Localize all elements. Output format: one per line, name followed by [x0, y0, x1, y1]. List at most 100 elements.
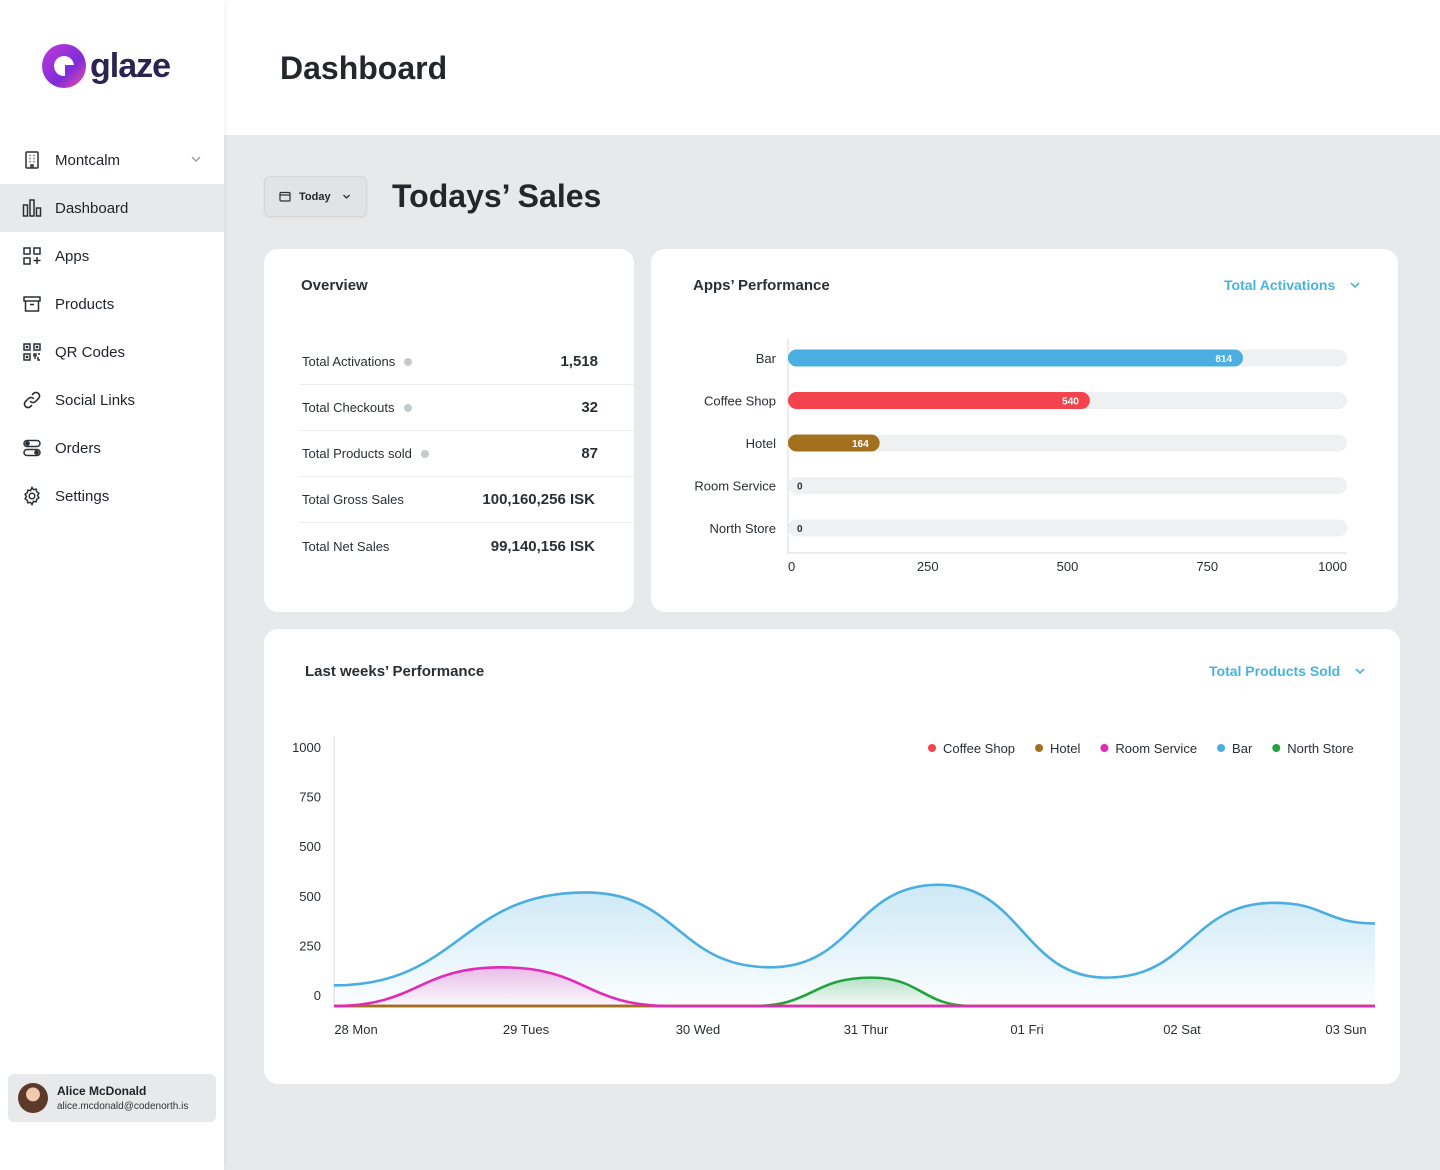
- weekly-performance-title: Last weeks’ Performance: [305, 663, 485, 680]
- area-fill-room-service: [334, 967, 1375, 1006]
- weekly-metric-label: Total Products Sold: [1209, 663, 1341, 679]
- overview-row-total-products-sold: Total Products sold 87: [300, 431, 634, 477]
- apps-performance-card: Apps’ Performance Total Activations Bar 8…: [651, 249, 1398, 612]
- legend-marker: [1217, 744, 1226, 752]
- overview-card: Overview Total Activations 1,518 Total C…: [264, 249, 634, 612]
- x-tick-label: 29 Tues: [503, 1022, 550, 1037]
- legend-item-north-store: North Store: [1272, 741, 1354, 756]
- bar-hotel: [788, 434, 880, 452]
- sidebar-item-dashboard[interactable]: Dashboard: [0, 184, 224, 232]
- bar-chart-icon: [22, 198, 42, 218]
- date-range-dropdown[interactable]: Today: [264, 176, 367, 217]
- y-tick-label: 1000: [292, 740, 321, 755]
- x-tick-label: 250: [917, 559, 939, 574]
- sidebar: glaze Montcalm Dashboard Apps Pr: [0, 0, 224, 1170]
- x-tick-label: 30 Wed: [676, 1022, 721, 1037]
- section-title: Todays’ Sales: [392, 178, 602, 214]
- legend-label: Coffee Shop: [943, 741, 1015, 756]
- x-tick-label: 31 Thur: [844, 1022, 889, 1037]
- chevron-down-icon: [191, 156, 201, 162]
- x-tick-label: 02 Sat: [1163, 1022, 1201, 1037]
- overview-row-value: 87: [581, 445, 598, 462]
- link-icon: [22, 390, 42, 410]
- overview-row-label: Total Activations: [302, 354, 396, 369]
- area-fill-north-store: [334, 977, 1375, 1006]
- overview-row-total-activations: Total Activations 1,518: [300, 339, 634, 385]
- glaze-logo-icon: [42, 44, 86, 88]
- sidebar-item-social-links[interactable]: Social Links: [0, 376, 224, 424]
- info-icon[interactable]: [403, 403, 412, 412]
- sidebar-nav: Montcalm Dashboard Apps Products: [0, 136, 224, 520]
- y-tick-label: 500: [299, 889, 321, 904]
- legend-marker: [1272, 744, 1281, 752]
- x-tick-label: 1000: [1318, 559, 1347, 574]
- x-tick-label: 500: [1057, 559, 1079, 574]
- legend-label: North Store: [1287, 741, 1353, 756]
- legend-label: Hotel: [1050, 741, 1080, 756]
- legend-marker: [928, 744, 936, 752]
- legend-label: Bar: [1232, 741, 1253, 756]
- apps-metric-label: Total Activations: [1224, 277, 1336, 293]
- info-icon[interactable]: [404, 357, 413, 366]
- calendar-icon: [279, 191, 291, 202]
- legend-item-room-service: Room Service: [1100, 741, 1197, 756]
- toggles-icon: [22, 438, 42, 458]
- sidebar-item-label: Apps: [55, 247, 90, 265]
- x-tick-label: 01 Fri: [1010, 1022, 1043, 1037]
- bar-track-room-service: [788, 477, 1347, 494]
- page-title: Dashboard: [280, 50, 448, 86]
- category-label-bar: Bar: [756, 351, 777, 366]
- overview-row-value: 32: [581, 399, 598, 416]
- sidebar-item-settings[interactable]: Settings: [0, 472, 224, 520]
- sidebar-item-label: QR Codes: [55, 343, 126, 361]
- sidebar-item-apps[interactable]: Apps: [0, 232, 224, 280]
- legend-label: Room Service: [1115, 741, 1197, 756]
- sidebar-item-qr-codes[interactable]: QR Codes: [0, 328, 224, 376]
- info-icon[interactable]: [420, 449, 429, 458]
- user-profile-card[interactable]: Alice McDonald alice.mcdonald@codenorth.…: [8, 1074, 216, 1122]
- user-email: alice.mcdonald@codenorth.is: [57, 1101, 189, 1112]
- venue-selector[interactable]: Montcalm: [0, 136, 224, 184]
- bar-value-label-hotel: 164: [852, 439, 869, 450]
- chevron-down-icon: [342, 194, 350, 199]
- sidebar-item-label: Products: [55, 295, 115, 313]
- avatar: [18, 1083, 48, 1113]
- bar-value-label-room-service: 0: [797, 482, 803, 493]
- overview-row-value: 99,140,156 ISK: [490, 537, 595, 555]
- legend-item-hotel: Hotel: [1035, 741, 1081, 756]
- category-label-north-store: North Store: [710, 521, 776, 536]
- category-label-coffee-shop: Coffee Shop: [704, 394, 776, 409]
- sidebar-item-label: Social Links: [55, 391, 136, 409]
- sidebar-item-products[interactable]: Products: [0, 280, 224, 328]
- bar-track-north-store: [788, 519, 1347, 537]
- overview-row-label: Total Checkouts: [302, 400, 395, 415]
- bar-value-label-bar: 814: [1215, 354, 1232, 365]
- sidebar-item-orders[interactable]: Orders: [0, 424, 224, 472]
- x-tick-label: 0: [788, 559, 795, 574]
- y-tick-label: 250: [299, 938, 321, 953]
- x-tick-label: 28 Mon: [334, 1022, 377, 1037]
- sidebar-item-label: Dashboard: [55, 199, 129, 217]
- glaze-logo[interactable]: glaze: [42, 44, 171, 88]
- series-line-bar: [333, 883, 1376, 987]
- bar-value-label-coffee-shop: 540: [1062, 397, 1079, 408]
- page-header: Dashboard: [224, 0, 1440, 135]
- chevron-down-icon: [1350, 282, 1360, 289]
- overview-row-label: Total Gross Sales: [302, 492, 404, 507]
- qr-code-icon: [22, 342, 42, 362]
- overview-row-total-gross-sales: Total Gross Sales 100,160,256 ISK: [300, 477, 634, 523]
- sidebar-item-label: Orders: [55, 439, 101, 457]
- apps-grid-icon: [22, 246, 42, 266]
- gear-icon: [22, 486, 42, 506]
- bar-track-hotel: [788, 434, 1347, 452]
- legend-marker: [1035, 744, 1044, 752]
- legend-item-coffee-shop: Coffee Shop: [928, 741, 1015, 756]
- apps-metric-dropdown[interactable]: Total Activations: [1224, 277, 1361, 293]
- overview-row-value: 100,160,256 ISK: [482, 491, 595, 508]
- weekly-metric-dropdown[interactable]: Total Products Sold: [1209, 663, 1366, 679]
- y-tick-label: 500: [299, 839, 321, 854]
- overview-title: Overview: [301, 277, 368, 294]
- sidebar-item-label: Settings: [55, 487, 110, 505]
- date-range-label: Today: [299, 190, 331, 203]
- bar-bar: [788, 349, 1244, 367]
